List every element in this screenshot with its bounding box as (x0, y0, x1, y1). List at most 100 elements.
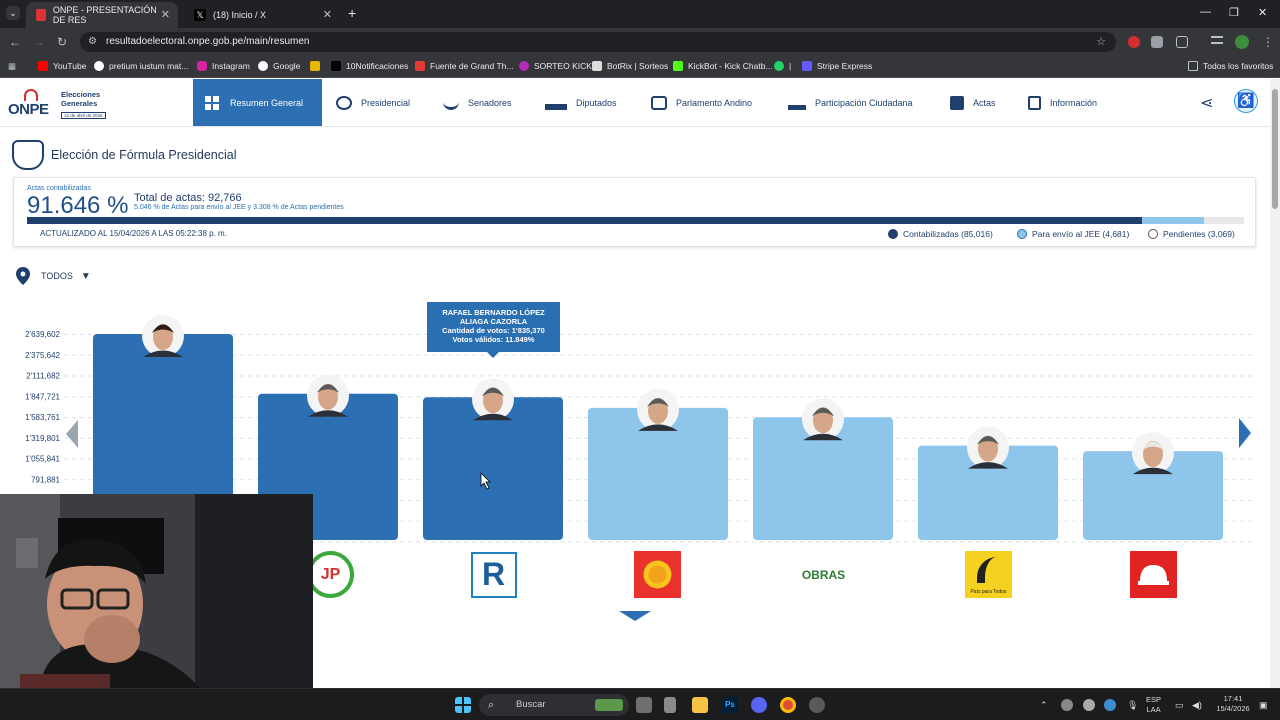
candidate-face (813, 407, 833, 434)
nav-informacion[interactable]: Información (1028, 79, 1097, 126)
bookmark-star-icon[interactable]: ☆ (1096, 36, 1106, 48)
nav-diputados[interactable]: Diputados (545, 79, 617, 126)
reading-list-icon[interactable] (1211, 36, 1223, 44)
candidate-tooltip: RAFAEL BERNARDO LÓPEZ ALIAGA CAZORLA Can… (427, 302, 560, 358)
bar-pais-para-todos[interactable] (918, 445, 1058, 540)
taskbar-search[interactable]: ⌕ Buscar (479, 694, 629, 716)
legend-dot (1148, 229, 1158, 239)
windows-start-icon[interactable] (455, 697, 471, 713)
photoshop-icon[interactable]: Ps (722, 697, 738, 713)
volume-icon[interactable]: ◀) (1192, 700, 1202, 710)
tab-onpe[interactable]: ONPE - PRESENTACIÓN DE RES ✕ (26, 2, 178, 28)
bookmark-pretium[interactable]: pretium iustum mat... (94, 61, 188, 71)
back-icon[interactable]: ← (9, 35, 21, 49)
browser-menu-icon[interactable]: ⋮ (1262, 35, 1274, 49)
search-icon: ⌕ (488, 699, 495, 711)
share-icon[interactable]: ⋖ (1200, 95, 1214, 112)
bookmark-botrix[interactable]: BotRix | Sorteos (592, 61, 668, 71)
chrome-icon[interactable] (780, 697, 796, 713)
bar-renovacion-popular[interactable] (423, 397, 563, 540)
forward-icon[interactable]: → (33, 35, 45, 49)
bookmark-all-folder[interactable]: Todos los favoritos (1188, 61, 1273, 71)
tray-icon[interactable] (1061, 699, 1073, 711)
party-logo-red[interactable] (1130, 551, 1177, 598)
party-logo-juntos-peru[interactable]: JP (307, 551, 354, 598)
scroll-down-arrow-icon[interactable] (619, 611, 651, 621)
close-tab-icon[interactable]: ✕ (160, 9, 170, 21)
bookmark-notifications[interactable]: 10Notificaciones (331, 61, 408, 71)
chart-next-arrow-icon[interactable] (1239, 418, 1251, 448)
bookmark-stripe[interactable]: Stripe Express (802, 61, 872, 71)
bookmark-kickbot[interactable]: KickBot - Kick Chatb... (673, 61, 773, 71)
network-icon[interactable]: ▭ (1175, 700, 1184, 710)
microphone-icon[interactable]: 🎙 (1127, 700, 1139, 710)
reload-icon[interactable]: ↻ (57, 35, 68, 49)
helmet-logo-icon (1130, 551, 1177, 598)
bookmark-gta[interactable]: Fuente de Grand Th... (415, 61, 513, 71)
nav-participacion[interactable]: Participación Ciudadana (788, 79, 913, 126)
apps-grid-icon[interactable]: ▦ (8, 61, 17, 71)
app-icon[interactable] (809, 697, 825, 713)
new-tab-icon[interactable]: + (348, 5, 357, 21)
party-logo-pais-para-todos[interactable]: País para Todos (965, 551, 1012, 598)
search-highlight-icon (595, 699, 623, 711)
document-info-icon (1028, 95, 1041, 110)
discord-icon[interactable] (751, 697, 767, 713)
people-icon (788, 96, 806, 110)
extensions-puzzle-icon[interactable] (1176, 36, 1188, 48)
whatsapp-icon (774, 61, 784, 71)
tray-icon[interactable] (1083, 699, 1095, 711)
task-view-icon[interactable] (636, 697, 652, 713)
tab-x[interactable]: 𝕏 (18) Inicio / X ✕ (184, 2, 340, 28)
url-input[interactable]: ⚙ resultadoelectoral.onpe.gob.pe/main/re… (80, 32, 1116, 52)
profile-avatar[interactable] (1235, 35, 1249, 49)
window-close-icon[interactable]: ✕ (1258, 7, 1268, 19)
bookmark-google[interactable]: Google (258, 61, 300, 71)
clock[interactable]: 17:41 15/4/2026 (1216, 694, 1250, 713)
bar-obras[interactable] (753, 417, 893, 540)
party-logo-obras[interactable]: OBRAS (800, 551, 847, 598)
region-filter[interactable]: TODOS ▼ (16, 267, 91, 285)
road-logo-icon: País para Todos (965, 551, 1012, 598)
site-info-icon[interactable]: ⚙ (88, 36, 97, 47)
actas-progress-bar (27, 217, 1244, 224)
bar-partido-red[interactable] (1083, 451, 1223, 540)
progress-jee (1142, 217, 1204, 224)
onpe-logo[interactable]: ONPE Elecciones Generales 12 de abril de… (8, 87, 118, 121)
bookmark-whatsapp[interactable]: | (774, 61, 791, 71)
scrollbar-thumb[interactable] (1272, 89, 1278, 209)
restore-icon[interactable]: ❐ (1229, 7, 1239, 19)
nav-resumen-general[interactable]: Resumen General (193, 79, 322, 126)
updated-timestamp: ACTUALIZADO AL 15/04/2026 A LAS 05:22:38… (40, 229, 227, 238)
party-logo-renovacion-popular[interactable]: R (470, 551, 517, 598)
nav-actas[interactable]: Actas (950, 79, 996, 126)
extension-icon[interactable] (1151, 36, 1163, 48)
app-icon[interactable] (664, 697, 676, 713)
candidate-hair (482, 387, 504, 397)
webcam-image (0, 494, 313, 688)
kickbot-icon (673, 61, 683, 71)
party-logo-sun[interactable] (634, 551, 681, 598)
file-explorer-icon[interactable] (692, 697, 708, 713)
chart-prev-arrow-icon[interactable] (66, 420, 78, 448)
bookmark-extension[interactable] (310, 61, 325, 71)
grid-icon (205, 95, 221, 110)
nav-presidencial[interactable]: Presidencial (336, 79, 410, 126)
nav-parlamento-andino[interactable]: Parlamento Andino (651, 79, 752, 126)
tab-search-icon[interactable]: ⌄ (6, 6, 20, 20)
minimize-icon[interactable]: — (1200, 6, 1211, 18)
bookmark-sorteo-kick[interactable]: SORTEO KICK (519, 61, 592, 71)
bookmark-youtube[interactable]: YouTube (38, 61, 86, 71)
bookmark-instagram[interactable]: Instagram (197, 61, 250, 71)
extension-icon[interactable] (1128, 36, 1140, 48)
nav-senadores[interactable]: Senadores (443, 79, 512, 126)
notifications-icon[interactable]: ▣ (1259, 700, 1268, 710)
page-scrollbar[interactable] (1270, 79, 1280, 688)
accessibility-icon[interactable]: ♿ (1234, 89, 1258, 113)
language-indicator[interactable]: ESP LAA (1146, 695, 1162, 714)
close-tab-icon[interactable]: ✕ (322, 9, 332, 21)
tray-icon[interactable] (1104, 699, 1116, 711)
bar-pais-para-todos-sun[interactable] (588, 407, 728, 540)
bar-fuerza-popular[interactable] (93, 334, 233, 540)
tray-chevron-icon[interactable]: ⌃ (1040, 700, 1048, 710)
